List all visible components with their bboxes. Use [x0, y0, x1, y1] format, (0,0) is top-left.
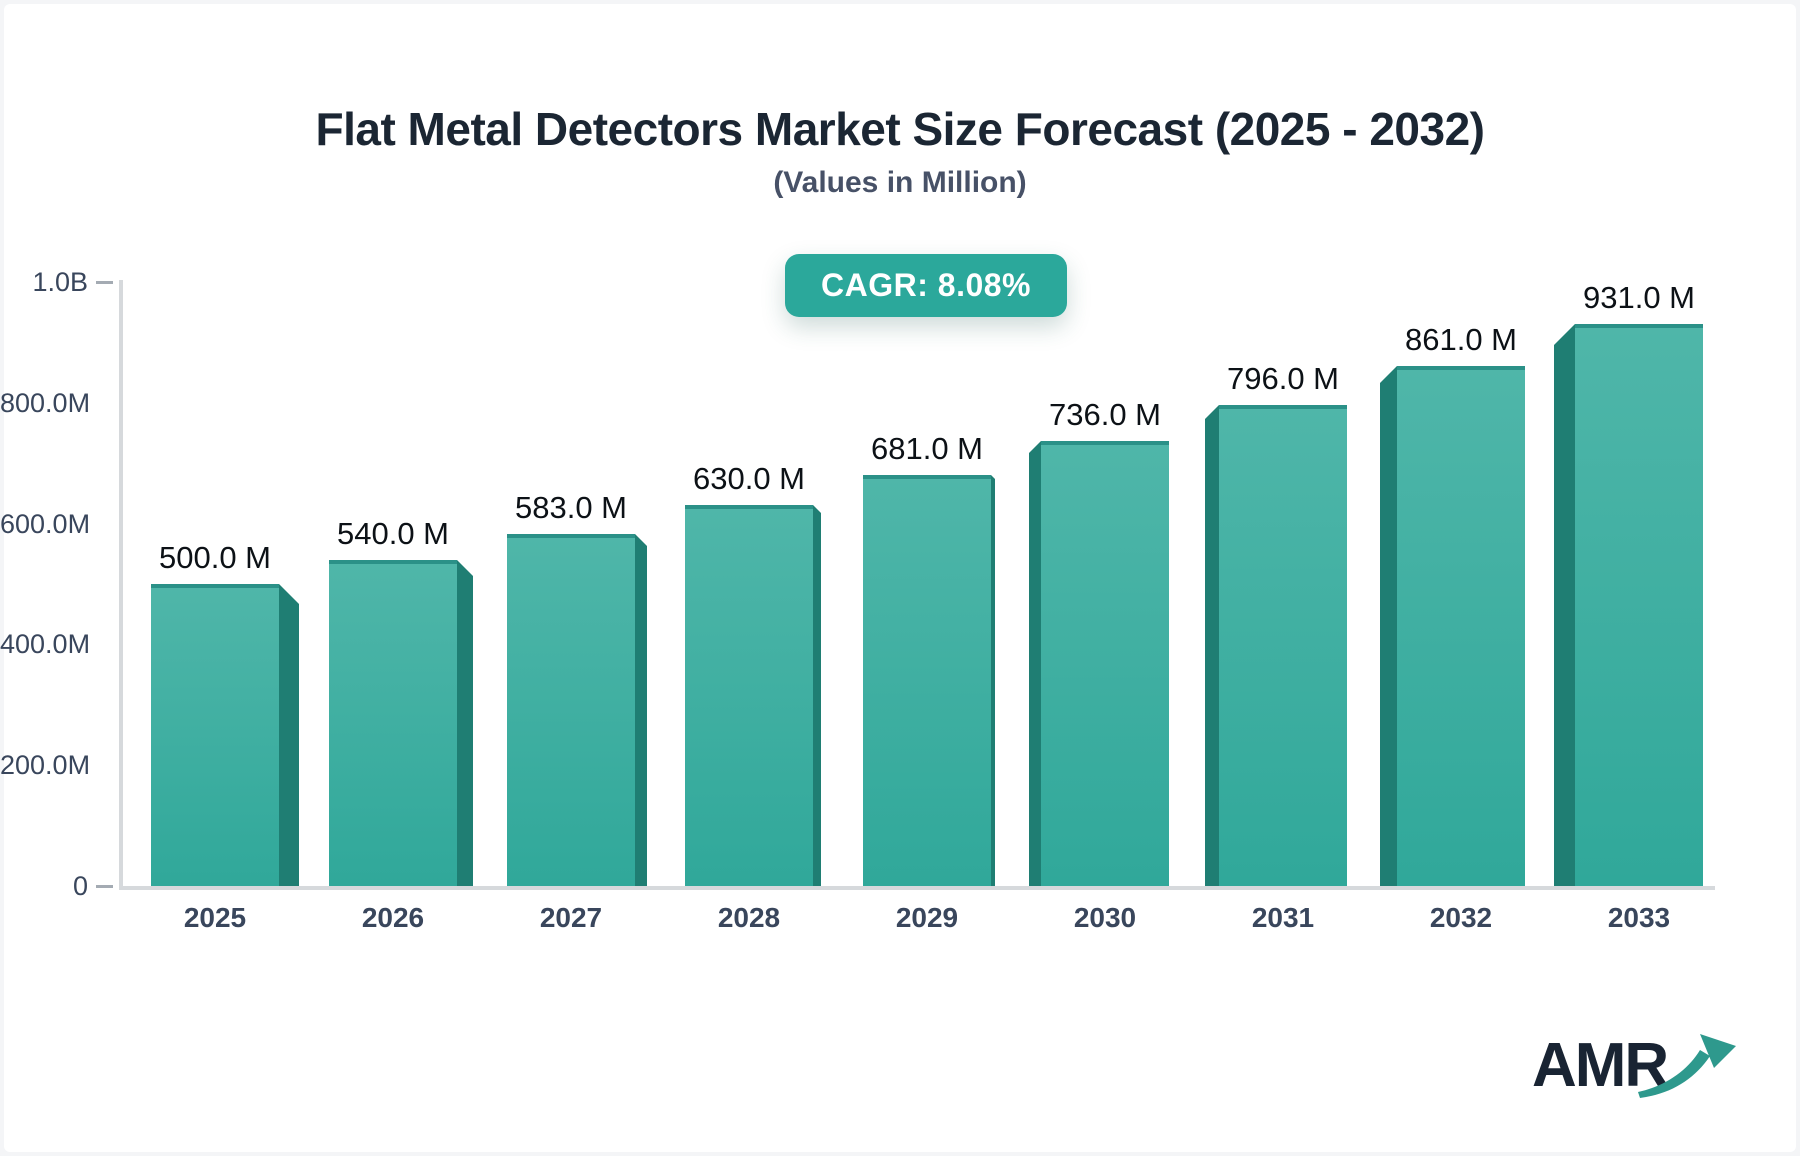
- chart-subtitle: (Values in Million): [773, 166, 1027, 199]
- bar: [329, 560, 457, 886]
- bar-value-label: 583.0 M: [514, 490, 627, 525]
- bar-3d-side: [1554, 324, 1575, 886]
- bar-3d-side: [279, 584, 299, 886]
- bar-value-label: 681.0 M: [870, 431, 983, 466]
- x-axis-label: 2029: [895, 902, 959, 933]
- bar-3d-side: [457, 560, 473, 886]
- bar-value-label: 540.0 M: [336, 516, 449, 551]
- y-axis-tick: [96, 281, 113, 284]
- bar: [507, 534, 635, 886]
- amr-logo: AMR: [1532, 1030, 1736, 1120]
- bar: [1397, 366, 1525, 886]
- bar-value-label: 796.0 M: [1226, 361, 1339, 396]
- bar-3d-side: [1380, 366, 1397, 886]
- y-axis-label: 400.0M: [0, 629, 91, 660]
- x-axis-label: 2025: [183, 902, 247, 933]
- logo-text: AMR: [1532, 1031, 1669, 1100]
- bar-3d-side: [813, 505, 821, 886]
- bar-value-label: 861.0 M: [1404, 322, 1517, 357]
- bar-value-label: 630.0 M: [692, 461, 805, 496]
- cagr-badge-label: CAGR: 8.08%: [821, 267, 1031, 303]
- bar: [151, 584, 279, 886]
- bar: [863, 475, 991, 886]
- x-axis-label: 2026: [361, 902, 425, 933]
- growth-arrow-icon: [1638, 1034, 1736, 1098]
- x-axis-label: 2027: [539, 902, 603, 933]
- y-axis-label: 1.0B: [32, 267, 88, 297]
- y-axis-line: [119, 280, 123, 890]
- x-axis-label: 2031: [1251, 902, 1315, 933]
- y-axis-label: 200.0M: [0, 750, 91, 781]
- bar-value-label: 736.0 M: [1048, 397, 1161, 432]
- y-axis-label: 600.0M: [0, 508, 91, 539]
- bar-3d-side: [1029, 441, 1041, 886]
- x-axis-line: [119, 886, 1715, 890]
- x-axis-label: 2030: [1073, 902, 1137, 933]
- bar-value-label: 500.0 M: [158, 540, 271, 575]
- bar-value-label: 931.0 M: [1582, 280, 1695, 315]
- cagr-badge: CAGR: 8.08%: [785, 254, 1067, 317]
- bar-3d-side: [1205, 405, 1219, 886]
- bar-3d-side: [991, 475, 995, 886]
- bar: [1041, 441, 1169, 886]
- bar: [1575, 324, 1703, 886]
- y-axis-label: 0: [72, 871, 88, 901]
- bar: [685, 505, 813, 886]
- bar-3d-side: [635, 534, 647, 886]
- x-axis-label: 2033: [1607, 902, 1671, 933]
- bar: [1219, 405, 1347, 886]
- x-axis-label: 2032: [1429, 902, 1493, 933]
- y-axis-tick: [96, 885, 113, 888]
- y-axis-label: 800.0M: [0, 387, 91, 418]
- x-axis-label: 2028: [717, 902, 781, 933]
- chart-title: Flat Metal Detectors Market Size Forecas…: [315, 103, 1486, 155]
